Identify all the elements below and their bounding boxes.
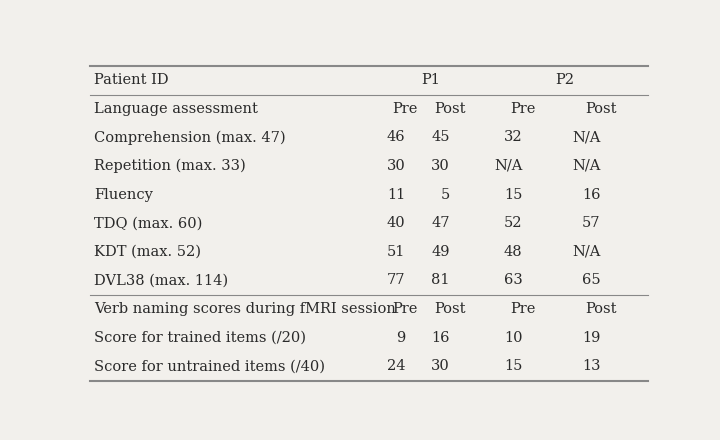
Text: 19: 19: [582, 331, 600, 345]
Text: 5: 5: [441, 187, 450, 202]
Text: 65: 65: [582, 274, 600, 287]
Text: 52: 52: [504, 216, 523, 230]
Text: Fluency: Fluency: [94, 187, 153, 202]
Text: N/A: N/A: [572, 245, 600, 259]
Text: 10: 10: [504, 331, 523, 345]
Text: N/A: N/A: [572, 130, 600, 144]
Text: 15: 15: [504, 359, 523, 374]
Text: KDT (max. 52): KDT (max. 52): [94, 245, 202, 259]
Text: 45: 45: [431, 130, 450, 144]
Text: 15: 15: [504, 187, 523, 202]
Text: 47: 47: [431, 216, 450, 230]
Text: 30: 30: [431, 359, 450, 374]
Text: Pre: Pre: [510, 302, 535, 316]
Text: Repetition (max. 33): Repetition (max. 33): [94, 159, 246, 173]
Text: 49: 49: [431, 245, 450, 259]
Text: 30: 30: [387, 159, 405, 173]
Text: Language assessment: Language assessment: [94, 102, 258, 116]
Text: Patient ID: Patient ID: [94, 73, 169, 87]
Text: Post: Post: [434, 302, 466, 316]
Text: Pre: Pre: [510, 102, 535, 116]
Text: 51: 51: [387, 245, 405, 259]
Text: Pre: Pre: [392, 102, 418, 116]
Text: 77: 77: [387, 274, 405, 287]
Text: Comprehension (max. 47): Comprehension (max. 47): [94, 130, 286, 144]
Text: 32: 32: [504, 130, 523, 144]
Text: 48: 48: [504, 245, 523, 259]
Text: Score for trained items (/20): Score for trained items (/20): [94, 331, 307, 345]
Text: 30: 30: [431, 159, 450, 173]
Text: DVL38 (max. 114): DVL38 (max. 114): [94, 274, 228, 287]
Text: 40: 40: [387, 216, 405, 230]
Text: N/A: N/A: [572, 159, 600, 173]
Text: 46: 46: [387, 130, 405, 144]
Text: Score for untrained items (/40): Score for untrained items (/40): [94, 359, 325, 374]
Text: Post: Post: [434, 102, 466, 116]
Text: 24: 24: [387, 359, 405, 374]
Text: 16: 16: [582, 187, 600, 202]
Text: 13: 13: [582, 359, 600, 374]
Text: 81: 81: [431, 274, 450, 287]
Text: 11: 11: [387, 187, 405, 202]
Text: P2: P2: [555, 73, 574, 87]
Text: Post: Post: [585, 302, 616, 316]
Text: TDQ (max. 60): TDQ (max. 60): [94, 216, 203, 230]
Text: 9: 9: [396, 331, 405, 345]
Text: Post: Post: [585, 102, 616, 116]
Text: 63: 63: [504, 274, 523, 287]
Text: 57: 57: [582, 216, 600, 230]
Text: Verb naming scores during fMRI session: Verb naming scores during fMRI session: [94, 302, 396, 316]
Text: Pre: Pre: [392, 302, 418, 316]
Text: P1: P1: [421, 73, 440, 87]
Text: N/A: N/A: [494, 159, 523, 173]
Text: 16: 16: [431, 331, 450, 345]
